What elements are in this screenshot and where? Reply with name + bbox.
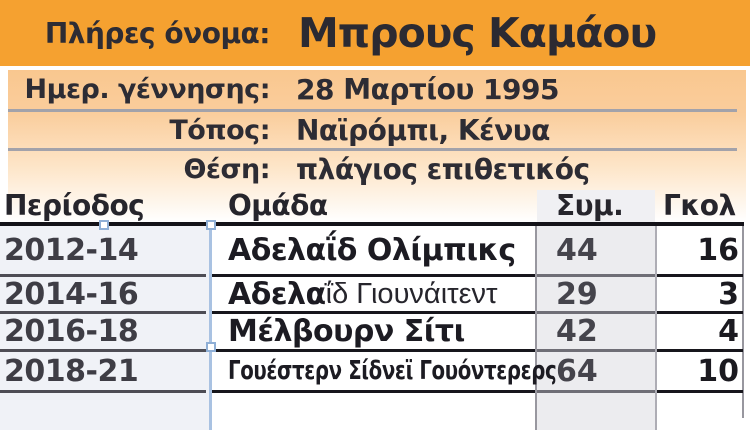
apps-column-left-border xyxy=(535,226,537,430)
selection-handle[interactable] xyxy=(206,342,216,352)
goals-column-right-border xyxy=(742,226,744,418)
team-name-condensed: Γουέστερν Σίδνεϊ Γουόντερερς xyxy=(228,356,557,386)
period-cell[interactable]: 2016-18 xyxy=(0,314,206,352)
column-header-goals[interactable]: Γκολ xyxy=(663,189,736,222)
apps-cell[interactable]: 64 xyxy=(537,352,655,393)
column-header-apps[interactable]: Συμ. xyxy=(556,189,624,222)
column-header-team[interactable]: Ομάδα xyxy=(228,189,328,222)
goals-cell[interactable]: 16 xyxy=(657,226,743,277)
goals-cell[interactable]: 10 xyxy=(657,352,743,393)
info-row-place[interactable]: Τόπος: Ναϊρόμπι, Κένυα xyxy=(0,111,750,150)
info-row-birth[interactable]: Ημερ. γέννησης: 28 Μαρτίου 1995 xyxy=(0,70,750,109)
position-value: πλάγιος επιθετικός xyxy=(296,153,590,186)
selection-handle[interactable] xyxy=(99,220,109,230)
header-divider-line xyxy=(0,222,744,226)
apps-cell[interactable]: 29 xyxy=(537,277,655,314)
team-cell[interactable]: Γουέστερν Σίδνεϊ Γουόντερερς xyxy=(212,352,557,393)
apps-column-header-background xyxy=(537,190,655,222)
position-label: Θέση: xyxy=(183,154,270,185)
apps-column-right-border xyxy=(655,226,657,430)
full-name-band: Πλήρες όνομα: Μπρους Καμάου xyxy=(0,0,750,66)
team-cell[interactable]: Αδελαΐδ Ολίμπικς xyxy=(212,226,535,277)
apps-column-background xyxy=(537,226,655,430)
apps-cell[interactable]: 42 xyxy=(537,314,655,352)
goals-cell[interactable]: 4 xyxy=(657,314,743,352)
place-label: Τόπος: xyxy=(169,115,270,146)
team-name-regular-part: ΐδ Γιουνάιτεντ xyxy=(325,277,498,310)
separator-line xyxy=(8,148,737,151)
period-column-background xyxy=(0,226,209,430)
team-cell[interactable]: Αδελα ΐδ Γιουνάιτεντ xyxy=(212,277,535,314)
place-value: Ναϊρόμπι, Κένυα xyxy=(296,114,550,147)
goals-cell[interactable]: 3 xyxy=(657,277,743,314)
birth-value: 28 Μαρτίου 1995 xyxy=(296,73,559,106)
birth-label: Ημερ. γέννησης: xyxy=(24,74,271,105)
selection-border-line[interactable] xyxy=(209,226,212,430)
period-cell[interactable]: 2014-16 xyxy=(0,277,206,314)
info-row-position[interactable]: Θέση: πλάγιος επιθετικός xyxy=(0,150,750,189)
period-cell[interactable]: 2012-14 xyxy=(0,226,206,277)
team-cell[interactable]: Μέλβουρν Σίτι xyxy=(212,314,535,352)
full-name-value[interactable]: Μπρους Καμάου xyxy=(298,9,657,57)
period-cell[interactable]: 2018-21 xyxy=(0,352,206,393)
apps-cell[interactable]: 44 xyxy=(537,226,655,277)
selection-handle[interactable] xyxy=(206,220,216,230)
team-name-bold-part: Αδελα xyxy=(228,276,326,312)
separator-line xyxy=(8,109,737,112)
full-name-label: Πλήρες όνομα: xyxy=(44,16,271,50)
column-header-period[interactable]: Περίοδος xyxy=(4,189,145,222)
